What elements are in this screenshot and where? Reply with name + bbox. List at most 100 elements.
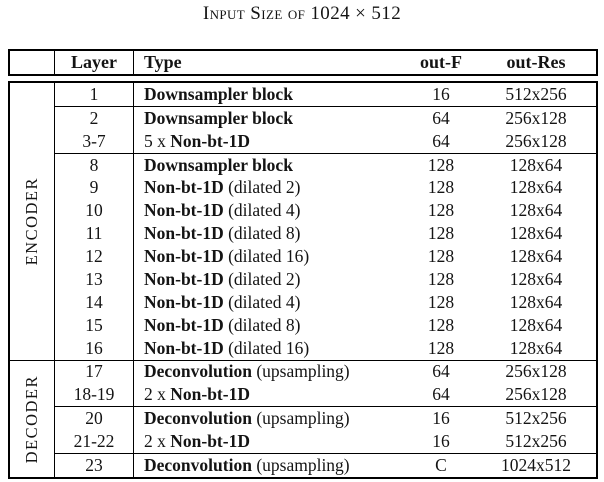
table-row: 11 Non-bt-1D (dilated 8) 128 128x64	[55, 222, 596, 246]
table-row: 13 Non-bt-1D (dilated 2) 128 128x64	[55, 268, 596, 291]
type-prefix: 2 x	[144, 384, 171, 405]
section-label-column: ENCODER DECODER	[10, 83, 55, 477]
cell-type: Downsampler block	[134, 154, 406, 177]
table-row: 2 Downsampler block 64 256x128	[55, 105, 596, 130]
encoder-section-cell: ENCODER	[10, 83, 54, 360]
type-name: Non-bt-1D	[144, 177, 224, 198]
type-name: Downsampler block	[144, 107, 293, 128]
cell-out-f: 128	[427, 223, 455, 244]
header-main-cells: Type out-F out-Res	[134, 51, 596, 74]
cell-out-res: 128x64	[509, 177, 563, 198]
cell-type: Non-bt-1D (dilated 16)	[134, 245, 406, 268]
cell-layer: 20	[55, 407, 134, 431]
type-name: Non-bt-1D	[144, 337, 224, 358]
table-body: ENCODER DECODER 1 Downsampler block 16 5…	[8, 81, 598, 479]
cell-layer: 2	[55, 106, 134, 130]
type-name: Downsampler block	[144, 83, 293, 104]
header-cell-type: Type	[144, 52, 182, 72]
table-row: 18-19 2 x Non-bt-1D 64 256x128	[55, 383, 596, 407]
cell-layer: 15	[55, 313, 134, 337]
cell-type: Non-bt-1D (dilated 4)	[134, 291, 406, 314]
type-name: Non-bt-1D	[144, 223, 224, 244]
type-name: Non-bt-1D	[144, 314, 224, 335]
table-row: 9 Non-bt-1D (dilated 2) 128 128x64	[55, 176, 596, 200]
cell-layer: 13	[55, 268, 134, 291]
cell-out-f: 128	[427, 200, 455, 221]
type-name: Deconvolution	[144, 454, 252, 475]
cell-layer: 9	[55, 176, 134, 200]
cell-type: 2 x Non-bt-1D	[134, 383, 406, 406]
type-name: Non-bt-1D	[170, 130, 250, 151]
cell-out-f: 128	[427, 268, 455, 289]
cell-out-f: 128	[427, 246, 455, 267]
table-row: 1 Downsampler block 16 512x256	[55, 83, 596, 106]
decoder-label: DECODER	[22, 374, 41, 464]
type-suffix: (upsampling)	[251, 454, 350, 475]
cell-type: 5 x Non-bt-1D	[134, 130, 406, 153]
type-name: Non-bt-1D	[170, 384, 250, 405]
type-name: Non-bt-1D	[170, 431, 250, 452]
cell-out-f: 64	[432, 107, 450, 128]
cell-out-res: 128x64	[509, 337, 563, 358]
table-row: 23 Deconvolution (upsampling) C 1024x512	[55, 453, 596, 477]
cell-out-res: 256x128	[505, 361, 567, 382]
table-row: 16 Non-bt-1D (dilated 16) 128 128x64	[55, 336, 596, 360]
type-name: Deconvolution	[144, 361, 252, 382]
cell-out-f: 128	[427, 314, 455, 335]
cell-layer: 18-19	[55, 383, 134, 407]
type-prefix: 2 x	[144, 431, 171, 452]
cell-type: Non-bt-1D (dilated 16)	[134, 337, 406, 360]
encoder-label: ENCODER	[22, 177, 41, 266]
type-suffix: (dilated 4)	[223, 291, 301, 312]
table-rows: 1 Downsampler block 16 512x256 2 Downsam…	[55, 83, 596, 477]
cell-type: Deconvolution (upsampling)	[134, 454, 406, 477]
cell-out-f: 16	[432, 83, 450, 104]
cell-out-f: 128	[427, 337, 455, 358]
type-name: Non-bt-1D	[144, 246, 224, 267]
cell-out-res: 256x128	[505, 384, 567, 405]
cell-out-res: 128x64	[509, 268, 563, 289]
cell-layer: 14	[55, 290, 134, 314]
cell-layer: 11	[55, 222, 134, 246]
cell-out-res: 512x256	[505, 408, 567, 429]
cell-out-f: 64	[432, 384, 450, 405]
type-suffix: (upsampling)	[251, 361, 350, 382]
cell-out-res: 128x64	[509, 314, 563, 335]
table-caption: Input Size of 1024 × 512	[202, 3, 402, 24]
cell-type: Downsampler block	[134, 107, 406, 130]
table-row: 14 Non-bt-1D (dilated 4) 128 128x64	[55, 290, 596, 314]
cell-out-f: 64	[432, 361, 450, 382]
table-row: 21-22 2 x Non-bt-1D 16 512x256	[55, 430, 596, 453]
type-suffix: (upsampling)	[251, 408, 350, 429]
type-suffix: (dilated 16)	[223, 337, 310, 358]
type-suffix: (dilated 2)	[223, 177, 301, 198]
table-header-row: Layer Type out-F out-Res	[8, 49, 598, 76]
cell-out-f: 128	[427, 177, 455, 198]
cell-out-res: 128x64	[509, 154, 563, 175]
cell-layer: 1	[55, 83, 134, 106]
table-row: 12 Non-bt-1D (dilated 16) 128 128x64	[55, 245, 596, 268]
table-row: 15 Non-bt-1D (dilated 8) 128 128x64	[55, 313, 596, 337]
type-prefix: 5 x	[144, 130, 171, 151]
cell-out-res: 256x128	[505, 130, 567, 151]
type-suffix: (dilated 2)	[223, 268, 301, 289]
header-cell-out-f: out-F	[420, 52, 462, 72]
cell-type: Non-bt-1D (dilated 4)	[134, 199, 406, 222]
table-row: 17 Deconvolution (upsampling) 64 256x128	[55, 359, 596, 384]
cell-out-res: 1024x512	[501, 454, 571, 475]
cell-layer: 17	[55, 360, 134, 384]
architecture-table: Layer Type out-F out-Res ENCODER DECODER	[8, 49, 598, 479]
cell-type: Non-bt-1D (dilated 8)	[134, 222, 406, 245]
cell-layer: 3-7	[55, 129, 134, 153]
table-row: 20 Deconvolution (upsampling) 16 512x256	[55, 406, 596, 431]
cell-out-res: 512x256	[505, 83, 567, 104]
cell-out-res: 128x64	[509, 291, 563, 312]
cell-layer: 21-22	[55, 430, 134, 453]
header-cell-out-res: out-Res	[506, 52, 566, 72]
header-cell-empty	[10, 51, 55, 74]
cell-out-res: 128x64	[509, 223, 563, 244]
type-suffix: (dilated 8)	[223, 223, 301, 244]
cell-type: Deconvolution (upsampling)	[134, 361, 406, 384]
cell-out-res: 128x64	[509, 246, 563, 267]
